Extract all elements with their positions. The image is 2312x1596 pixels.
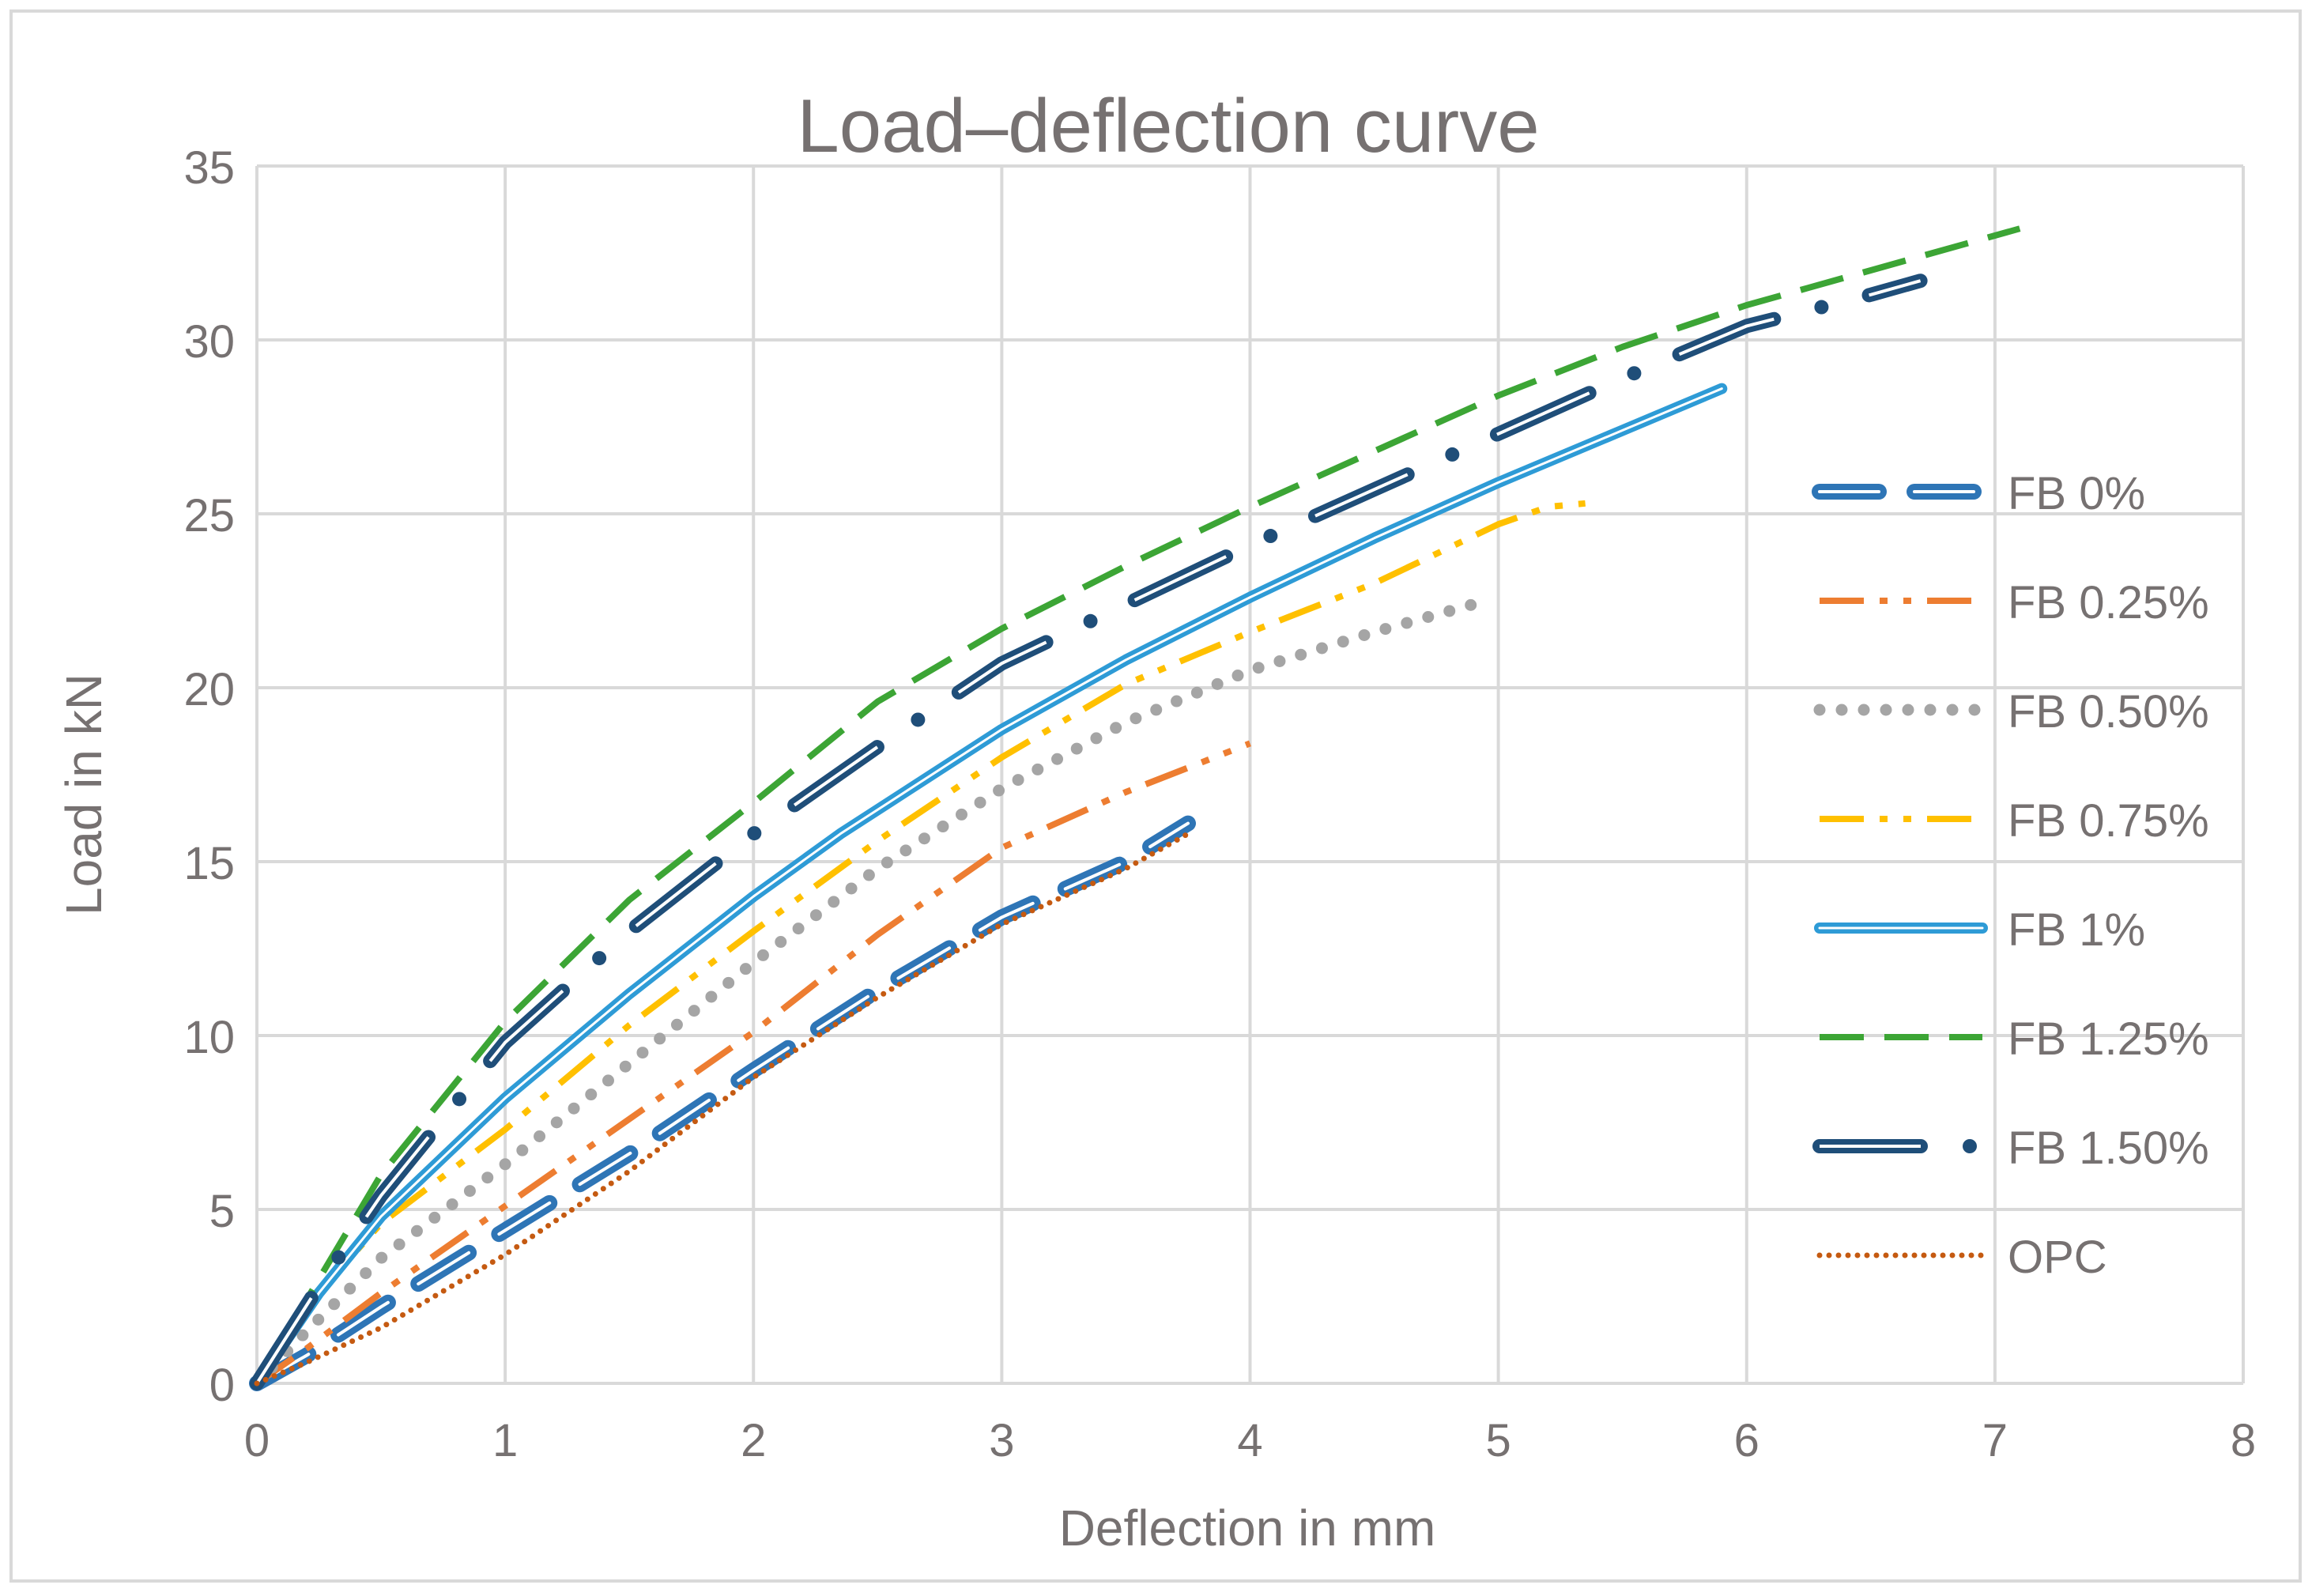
legend-label-fb-0: FB 0%	[2008, 468, 2145, 519]
legend-item-fb-1-50: FB 1.50%	[1812, 1122, 2209, 1174]
series-fb-0-25	[255, 740, 1251, 1387]
y-tick-label: 15	[183, 838, 235, 889]
x-tick-label: 5	[1485, 1415, 1511, 1466]
series-fb-0	[249, 815, 1196, 1391]
x-tick-label: 3	[989, 1415, 1014, 1466]
series-line-fb-0	[255, 821, 1190, 1385]
y-tick-label: 0	[209, 1360, 235, 1411]
y-tick-label: 20	[183, 664, 235, 715]
legend-label-fb-0-75: FB 0.75%	[2008, 795, 2209, 847]
x-tick-label: 1	[492, 1415, 518, 1466]
series-line-opc	[254, 831, 1191, 1387]
legend: FB 0% FB 0.25% FB 0.50% FB 0.75% FB 1% FB 1.2…	[1812, 468, 2209, 1283]
y-tick-label: 10	[183, 1012, 235, 1063]
x-tick-label: 4	[1237, 1415, 1262, 1466]
y-axis-label: Load in kN	[55, 673, 112, 915]
y-tick-label: 35	[183, 142, 235, 194]
x-tick-label: 8	[2231, 1415, 2256, 1466]
legend-item-fb-0-25: FB 0.25%	[1820, 577, 2209, 628]
series-line-fb-1-50	[255, 279, 1922, 1385]
y-tick-label: 30	[183, 316, 235, 368]
tick-labels: 0 5 10 15 20 25 30 35 0 1 2 3 4 5 6 7 8	[183, 142, 2256, 1466]
legend-label-fb-1-50: FB 1.50%	[2008, 1122, 2209, 1174]
legend-item-opc: OPC	[1816, 1232, 2107, 1283]
legend-label-fb-0-50: FB 0.50%	[2008, 686, 2209, 738]
x-tick-label: 7	[1982, 1415, 2008, 1466]
legend-item-fb-0: FB 0%	[1812, 468, 2145, 519]
series-lines	[249, 225, 2021, 1391]
legend-item-fb-0-75: FB 0.75%	[1820, 795, 2209, 847]
legend-label-fb-1-25: FB 1.25%	[2008, 1013, 2209, 1065]
x-axis-label: Deflection in mm	[1059, 1500, 1436, 1556]
series-line-fb-0-25	[255, 740, 1251, 1387]
legend-item-fb-0-50: FB 0.50%	[1813, 686, 2209, 738]
series-fb-0-75	[254, 500, 1586, 1386]
legend-label-opc: OPC	[2008, 1232, 2107, 1283]
series-line-fb-0-75	[254, 500, 1586, 1386]
chart-title: Load–deflection curve	[797, 84, 1539, 168]
y-tick-label: 25	[183, 490, 235, 541]
series-line-fb-1-25	[254, 225, 2021, 1386]
legend-label-fb-1: FB 1%	[2008, 904, 2145, 956]
legend-item-fb-1-25: FB 1.25%	[1820, 1013, 2209, 1065]
series-line-fb-1	[255, 387, 1723, 1385]
y-tick-label: 5	[209, 1186, 235, 1237]
gridlines	[255, 164, 2245, 1385]
legend-item-fb-1: FB 1%	[1814, 904, 2145, 956]
series-line-fb-0-50	[251, 598, 1480, 1390]
series-fb-1-25	[254, 225, 2021, 1386]
series-opc	[254, 831, 1191, 1387]
x-tick-label: 6	[1734, 1415, 1759, 1466]
series-fb-1	[251, 383, 1728, 1389]
series-fb-1-50	[250, 274, 1928, 1390]
x-tick-label: 0	[244, 1415, 270, 1466]
legend-label-fb-0-25: FB 0.25%	[2008, 577, 2209, 628]
x-tick-label: 2	[741, 1415, 766, 1466]
series-fb-0-50	[251, 598, 1480, 1390]
